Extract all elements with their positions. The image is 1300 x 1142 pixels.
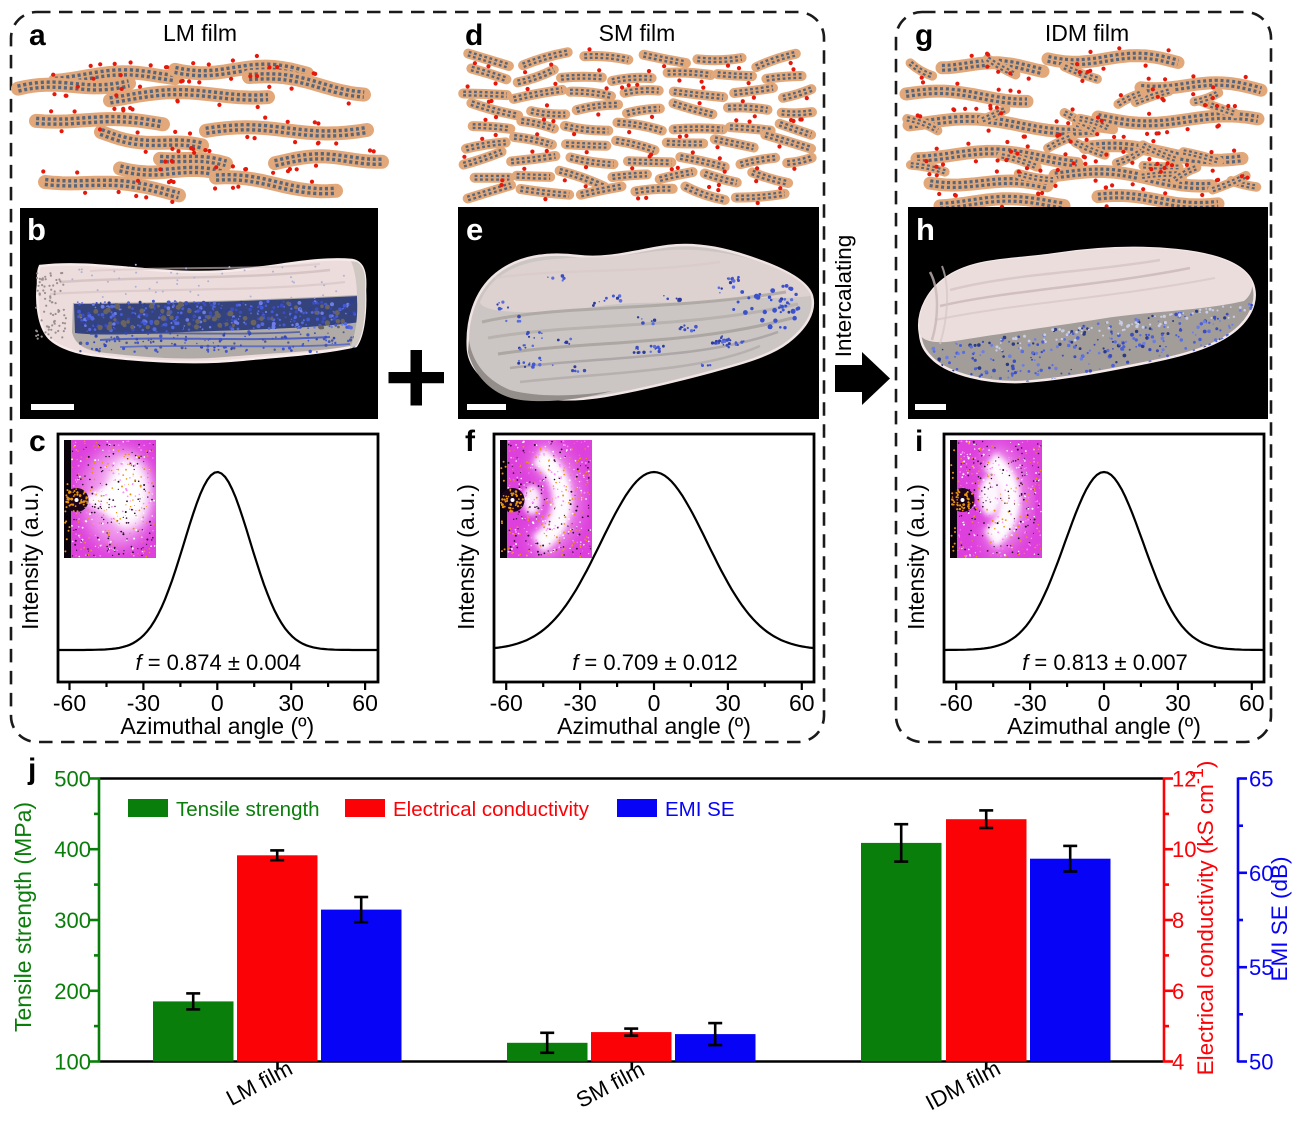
svg-text:-60: -60 — [940, 690, 973, 716]
svg-text:f = 0.709 ± 0.012: f = 0.709 ± 0.012 — [572, 650, 738, 675]
svg-text:EMI SE: EMI SE — [665, 798, 735, 821]
svg-text:h: h — [916, 212, 935, 247]
svg-text:-30: -30 — [1013, 690, 1046, 716]
svg-text:500: 500 — [54, 767, 91, 792]
svg-text:f: f — [465, 425, 476, 458]
svg-text:e: e — [466, 212, 483, 247]
svg-text:65: 65 — [1249, 767, 1273, 792]
svg-text:d: d — [465, 19, 483, 52]
svg-text:g: g — [915, 19, 933, 52]
svg-text:60: 60 — [1249, 861, 1273, 886]
svg-text:6: 6 — [1172, 979, 1184, 1004]
svg-text:Azimuthal angle (º): Azimuthal angle (º) — [1007, 713, 1201, 739]
svg-text:EMI SE (dB): EMI SE (dB) — [1267, 856, 1292, 981]
svg-text:Azimuthal angle (º): Azimuthal angle (º) — [557, 713, 751, 739]
svg-text:8: 8 — [1172, 908, 1184, 933]
svg-text:0: 0 — [1098, 690, 1111, 716]
svg-text:i: i — [915, 425, 923, 458]
svg-text:IDM film: IDM film — [1045, 20, 1129, 46]
svg-text:a: a — [29, 19, 46, 52]
svg-text:55: 55 — [1249, 955, 1273, 980]
svg-text:30: 30 — [1165, 690, 1191, 716]
svg-text:Tensile strength (MPa): Tensile strength (MPa) — [10, 802, 36, 1032]
svg-text:c: c — [29, 425, 46, 458]
svg-text:f = 0.874 ± 0.004: f = 0.874 ± 0.004 — [135, 650, 301, 675]
svg-text:LM film: LM film — [163, 20, 237, 46]
svg-text:-60: -60 — [53, 690, 86, 716]
svg-text:j: j — [27, 753, 36, 786]
svg-text:200: 200 — [54, 979, 91, 1004]
svg-text:60: 60 — [352, 690, 378, 716]
svg-text:50: 50 — [1249, 1050, 1273, 1075]
svg-text:-60: -60 — [490, 690, 523, 716]
svg-text:0: 0 — [648, 690, 661, 716]
svg-text:f = 0.813 ± 0.007: f = 0.813 ± 0.007 — [1022, 650, 1188, 675]
svg-text:30: 30 — [278, 690, 304, 716]
svg-text:60: 60 — [1239, 690, 1265, 716]
svg-text:Intensity (a.u.): Intensity (a.u.) — [453, 484, 479, 630]
svg-text:Electrical conductivity (kS cm: Electrical conductivity (kS cm-1) — [1187, 761, 1218, 1076]
svg-text:Intensity (a.u.): Intensity (a.u.) — [903, 484, 929, 630]
svg-text:SM film: SM film — [599, 20, 676, 46]
svg-text:30: 30 — [715, 690, 741, 716]
svg-text:12: 12 — [1172, 767, 1196, 792]
svg-text:0: 0 — [211, 690, 224, 716]
svg-text:400: 400 — [54, 837, 91, 862]
svg-text:Azimuthal angle (º): Azimuthal angle (º) — [120, 713, 314, 739]
svg-text:-30: -30 — [563, 690, 596, 716]
svg-text:60: 60 — [789, 690, 815, 716]
svg-text:b: b — [27, 212, 46, 247]
svg-text:Electrical conductivity: Electrical conductivity — [393, 798, 590, 821]
svg-text:10: 10 — [1172, 837, 1196, 862]
svg-text:Tensile strength: Tensile strength — [176, 798, 320, 821]
svg-text:Intensity (a.u.): Intensity (a.u.) — [17, 484, 43, 630]
svg-text:4: 4 — [1172, 1050, 1184, 1075]
svg-text:300: 300 — [54, 908, 91, 933]
svg-text:-30: -30 — [127, 690, 160, 716]
svg-text:100: 100 — [54, 1050, 91, 1075]
svg-text:Intercalating: Intercalating — [831, 235, 856, 358]
